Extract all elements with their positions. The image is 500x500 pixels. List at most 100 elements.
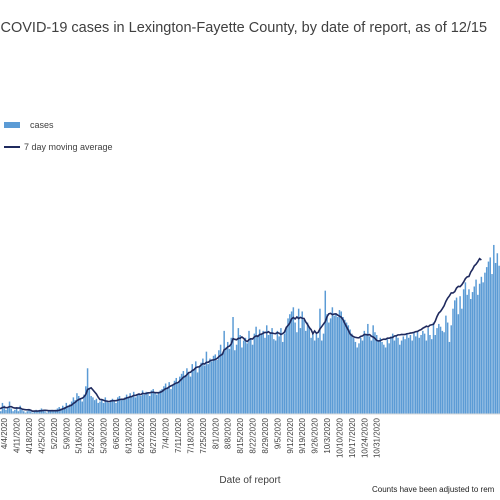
bar-cases xyxy=(493,244,495,414)
bar-cases xyxy=(122,398,124,414)
bar-cases xyxy=(402,336,405,414)
bar-cases xyxy=(342,317,344,414)
bar-cases xyxy=(257,335,259,414)
bar-cases xyxy=(455,297,458,414)
bar-cases xyxy=(423,333,426,414)
bar-cases xyxy=(400,340,403,414)
bar-cases xyxy=(148,395,151,414)
x-tick-label: 6/6/2020 xyxy=(112,417,121,449)
x-tick-label: 10/31/2020 xyxy=(373,417,382,458)
bar-cases xyxy=(489,257,491,414)
bar-cases xyxy=(427,328,429,414)
bar-cases xyxy=(422,330,424,414)
bar-cases xyxy=(136,394,138,414)
bar-cases xyxy=(370,340,373,414)
bar-cases xyxy=(74,400,76,414)
bar-cases xyxy=(253,333,256,414)
bar-cases xyxy=(46,412,48,414)
bar-cases xyxy=(329,318,332,414)
bar-cases xyxy=(161,389,163,414)
bar-cases xyxy=(251,344,254,414)
bar-cases xyxy=(234,350,236,414)
bar-cases xyxy=(17,411,20,414)
bar-cases xyxy=(10,408,13,414)
bar-cases xyxy=(448,341,451,414)
bar-cases xyxy=(306,322,309,414)
bar-cases xyxy=(416,330,419,414)
bar-cases xyxy=(109,400,112,414)
bar-cases xyxy=(35,409,37,414)
bar-cases xyxy=(443,332,445,414)
bar-cases xyxy=(1,402,4,414)
bar-cases xyxy=(93,400,96,414)
bar-cases xyxy=(26,411,29,414)
bar-cases xyxy=(106,401,108,414)
bar-cases xyxy=(163,386,165,414)
bar-cases xyxy=(469,298,472,414)
x-tick-label: 4/18/2020 xyxy=(25,417,34,453)
bar-cases xyxy=(235,344,238,414)
bar-cases xyxy=(54,409,57,414)
bar-cases xyxy=(399,344,401,414)
x-tick-label: 8/8/2020 xyxy=(224,417,233,449)
bar-cases xyxy=(395,335,397,414)
bar-cases xyxy=(198,366,201,414)
bar-cases xyxy=(485,267,488,414)
bar-cases xyxy=(248,330,250,414)
bar-cases xyxy=(255,326,257,414)
bar-cases xyxy=(38,409,41,414)
bar-cases xyxy=(145,391,147,414)
bar-cases xyxy=(283,333,286,414)
bar-cases xyxy=(186,368,188,414)
bar-cases xyxy=(289,314,291,414)
bar-cases xyxy=(72,397,75,414)
bar-cases xyxy=(138,393,140,414)
bar-cases xyxy=(211,361,213,414)
bar-cases xyxy=(312,333,314,414)
bar-cases xyxy=(432,322,435,414)
bar-cases xyxy=(347,325,350,414)
bar-cases xyxy=(358,343,360,414)
bar-cases xyxy=(168,382,170,414)
bar-cases xyxy=(108,402,110,414)
bar-cases xyxy=(85,386,87,414)
bar-cases xyxy=(457,314,460,414)
bar-cases xyxy=(411,340,413,414)
bar-cases xyxy=(461,308,463,414)
bar-cases xyxy=(44,411,46,414)
bar-cases xyxy=(333,315,335,414)
bar-cases xyxy=(164,383,167,414)
bar-cases xyxy=(115,402,117,414)
bar-cases xyxy=(331,307,334,414)
bar-cases xyxy=(7,407,9,414)
bar-cases xyxy=(264,337,266,414)
bar-cases xyxy=(305,330,307,414)
bar-cases xyxy=(79,398,82,414)
bar-cases xyxy=(480,276,483,414)
bar-cases xyxy=(407,337,410,414)
bar-cases xyxy=(244,337,247,414)
bar-cases xyxy=(445,315,447,414)
bar-cases xyxy=(212,355,215,414)
bar-cases xyxy=(464,282,467,414)
bar-cases xyxy=(225,347,227,414)
x-tick-label: 8/22/2020 xyxy=(249,417,258,453)
bar-cases xyxy=(340,311,342,414)
bar-cases xyxy=(200,362,202,414)
bar-cases xyxy=(434,335,436,414)
x-tick-label: 9/19/2020 xyxy=(298,417,307,453)
bar-cases xyxy=(375,335,378,414)
bar-cases xyxy=(439,326,442,414)
bar-cases xyxy=(3,405,5,414)
bar-cases xyxy=(356,347,358,414)
bar-cases xyxy=(5,409,7,414)
bar-cases xyxy=(132,391,135,414)
bar-cases xyxy=(273,339,275,414)
bar-cases xyxy=(187,372,190,414)
bar-cases xyxy=(374,332,376,414)
bar-cases xyxy=(299,328,302,414)
bar-cases xyxy=(379,337,382,414)
bar-cases xyxy=(141,390,144,414)
bar-cases xyxy=(131,395,133,414)
bar-cases xyxy=(70,401,73,414)
